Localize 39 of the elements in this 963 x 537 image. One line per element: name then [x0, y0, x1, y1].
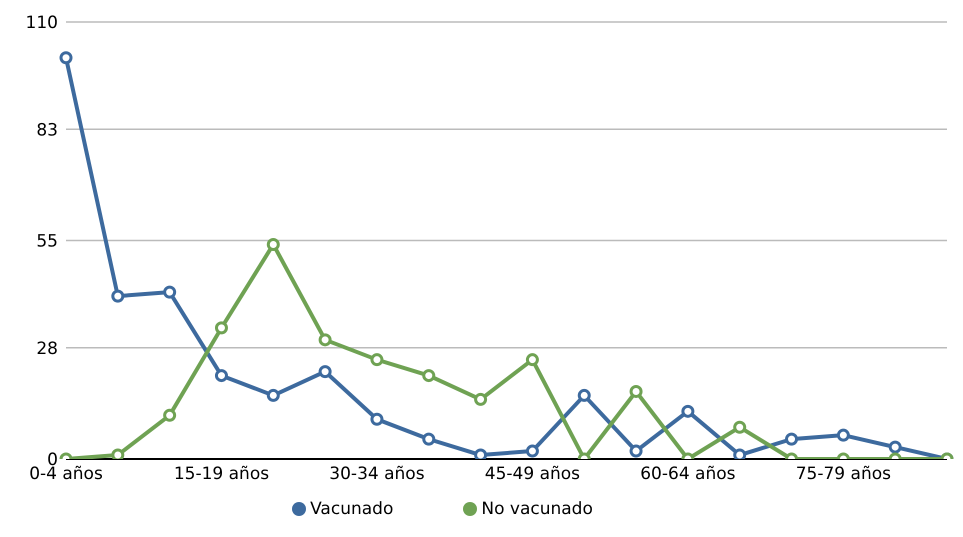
legend-label: Vacunado: [310, 499, 394, 519]
point: [785, 432, 798, 446]
x-tick-label: 60-64 años: [640, 464, 736, 484]
point: [526, 444, 539, 458]
point: [630, 384, 643, 398]
point: [578, 388, 591, 402]
point: [163, 286, 176, 299]
point: [630, 444, 643, 458]
x-tick-label: 15-19 años: [174, 464, 270, 484]
point: [681, 404, 694, 418]
point: [422, 432, 436, 446]
y-tick-label: 55: [36, 232, 58, 252]
point: [474, 392, 488, 406]
point: [214, 321, 228, 334]
y-tick-label: 83: [36, 120, 58, 140]
point: [60, 51, 72, 64]
point: [888, 440, 902, 454]
point: [111, 448, 124, 459]
point: [733, 448, 746, 459]
point: [163, 408, 176, 422]
point: [318, 333, 332, 346]
y-tick-label: 110: [26, 13, 58, 34]
point: [266, 238, 280, 251]
point: [318, 365, 332, 378]
point: [214, 369, 228, 382]
point: [526, 353, 539, 366]
point: [266, 388, 280, 402]
x-tick-label: 75-79 años: [796, 464, 892, 484]
point: [370, 353, 384, 366]
point: [836, 428, 850, 442]
point: [733, 420, 746, 434]
y-tick-label: 28: [36, 338, 58, 359]
x-tick-label: 30-34 años: [329, 464, 425, 484]
point: [422, 369, 436, 382]
point: [370, 412, 384, 426]
x-tick-label: 45-49 años: [484, 464, 580, 484]
point: [474, 448, 488, 459]
point: [111, 290, 124, 303]
legend-label: No vacunado: [481, 499, 593, 519]
